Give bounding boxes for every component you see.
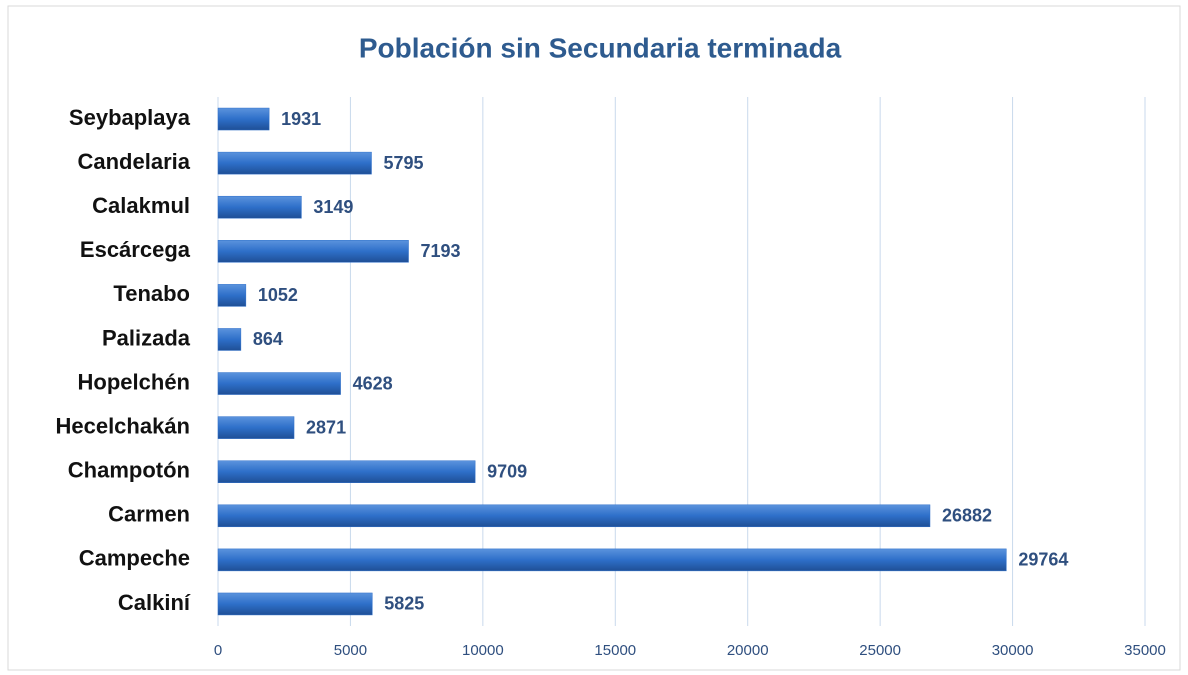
x-tick-label: 35000	[1124, 642, 1166, 659]
y-tick-label: Calakmul	[92, 193, 190, 218]
y-tick-label: Carmen	[108, 502, 190, 527]
chart-title: Población sin Secundaria terminada	[359, 32, 842, 63]
bar	[217, 195, 302, 219]
y-tick-label: Candelaria	[78, 149, 191, 174]
x-tick-label: 25000	[859, 642, 901, 659]
value-label: 9709	[487, 461, 527, 481]
y-tick-label: Hopelchén	[78, 369, 190, 394]
x-tick-label: 30000	[992, 642, 1034, 659]
x-tick-label: 20000	[727, 642, 769, 659]
bar	[217, 151, 372, 175]
value-label: 5825	[384, 594, 424, 614]
value-label: 1931	[281, 109, 321, 129]
bar	[217, 460, 476, 483]
x-tick-label: 0	[214, 642, 222, 659]
bar	[217, 284, 247, 307]
y-tick-label: Hecelchakán	[55, 413, 190, 438]
value-label: 29764	[1018, 550, 1068, 570]
y-tick-label: Seybaplaya	[69, 105, 191, 130]
y-tick-label: Escárcega	[80, 237, 191, 262]
value-label: 1052	[258, 285, 298, 305]
x-tick-label: 10000	[462, 642, 504, 659]
value-label: 4628	[353, 373, 393, 393]
y-tick-label: Tenabo	[113, 281, 190, 306]
bar	[217, 592, 373, 616]
x-tick-label: 5000	[334, 642, 367, 659]
chart-frame	[7, 5, 1181, 671]
y-tick-label: Campeche	[79, 546, 190, 571]
value-label: 3149	[313, 197, 353, 217]
bar	[217, 548, 1007, 572]
value-label: 7193	[421, 241, 461, 261]
bar	[217, 240, 409, 263]
value-label: 864	[253, 329, 283, 349]
x-tick-label: 15000	[594, 642, 636, 659]
value-label: 5795	[383, 153, 423, 173]
y-tick-label: Calkiní	[118, 590, 191, 615]
y-tick-label: Palizada	[102, 325, 191, 350]
bar	[217, 107, 270, 131]
bar	[217, 372, 341, 395]
bar	[217, 504, 931, 528]
value-label: 2871	[306, 417, 346, 437]
bar	[217, 328, 242, 351]
value-label: 26882	[942, 506, 992, 526]
y-tick-label: Champotón	[68, 458, 190, 483]
bar	[217, 416, 295, 439]
